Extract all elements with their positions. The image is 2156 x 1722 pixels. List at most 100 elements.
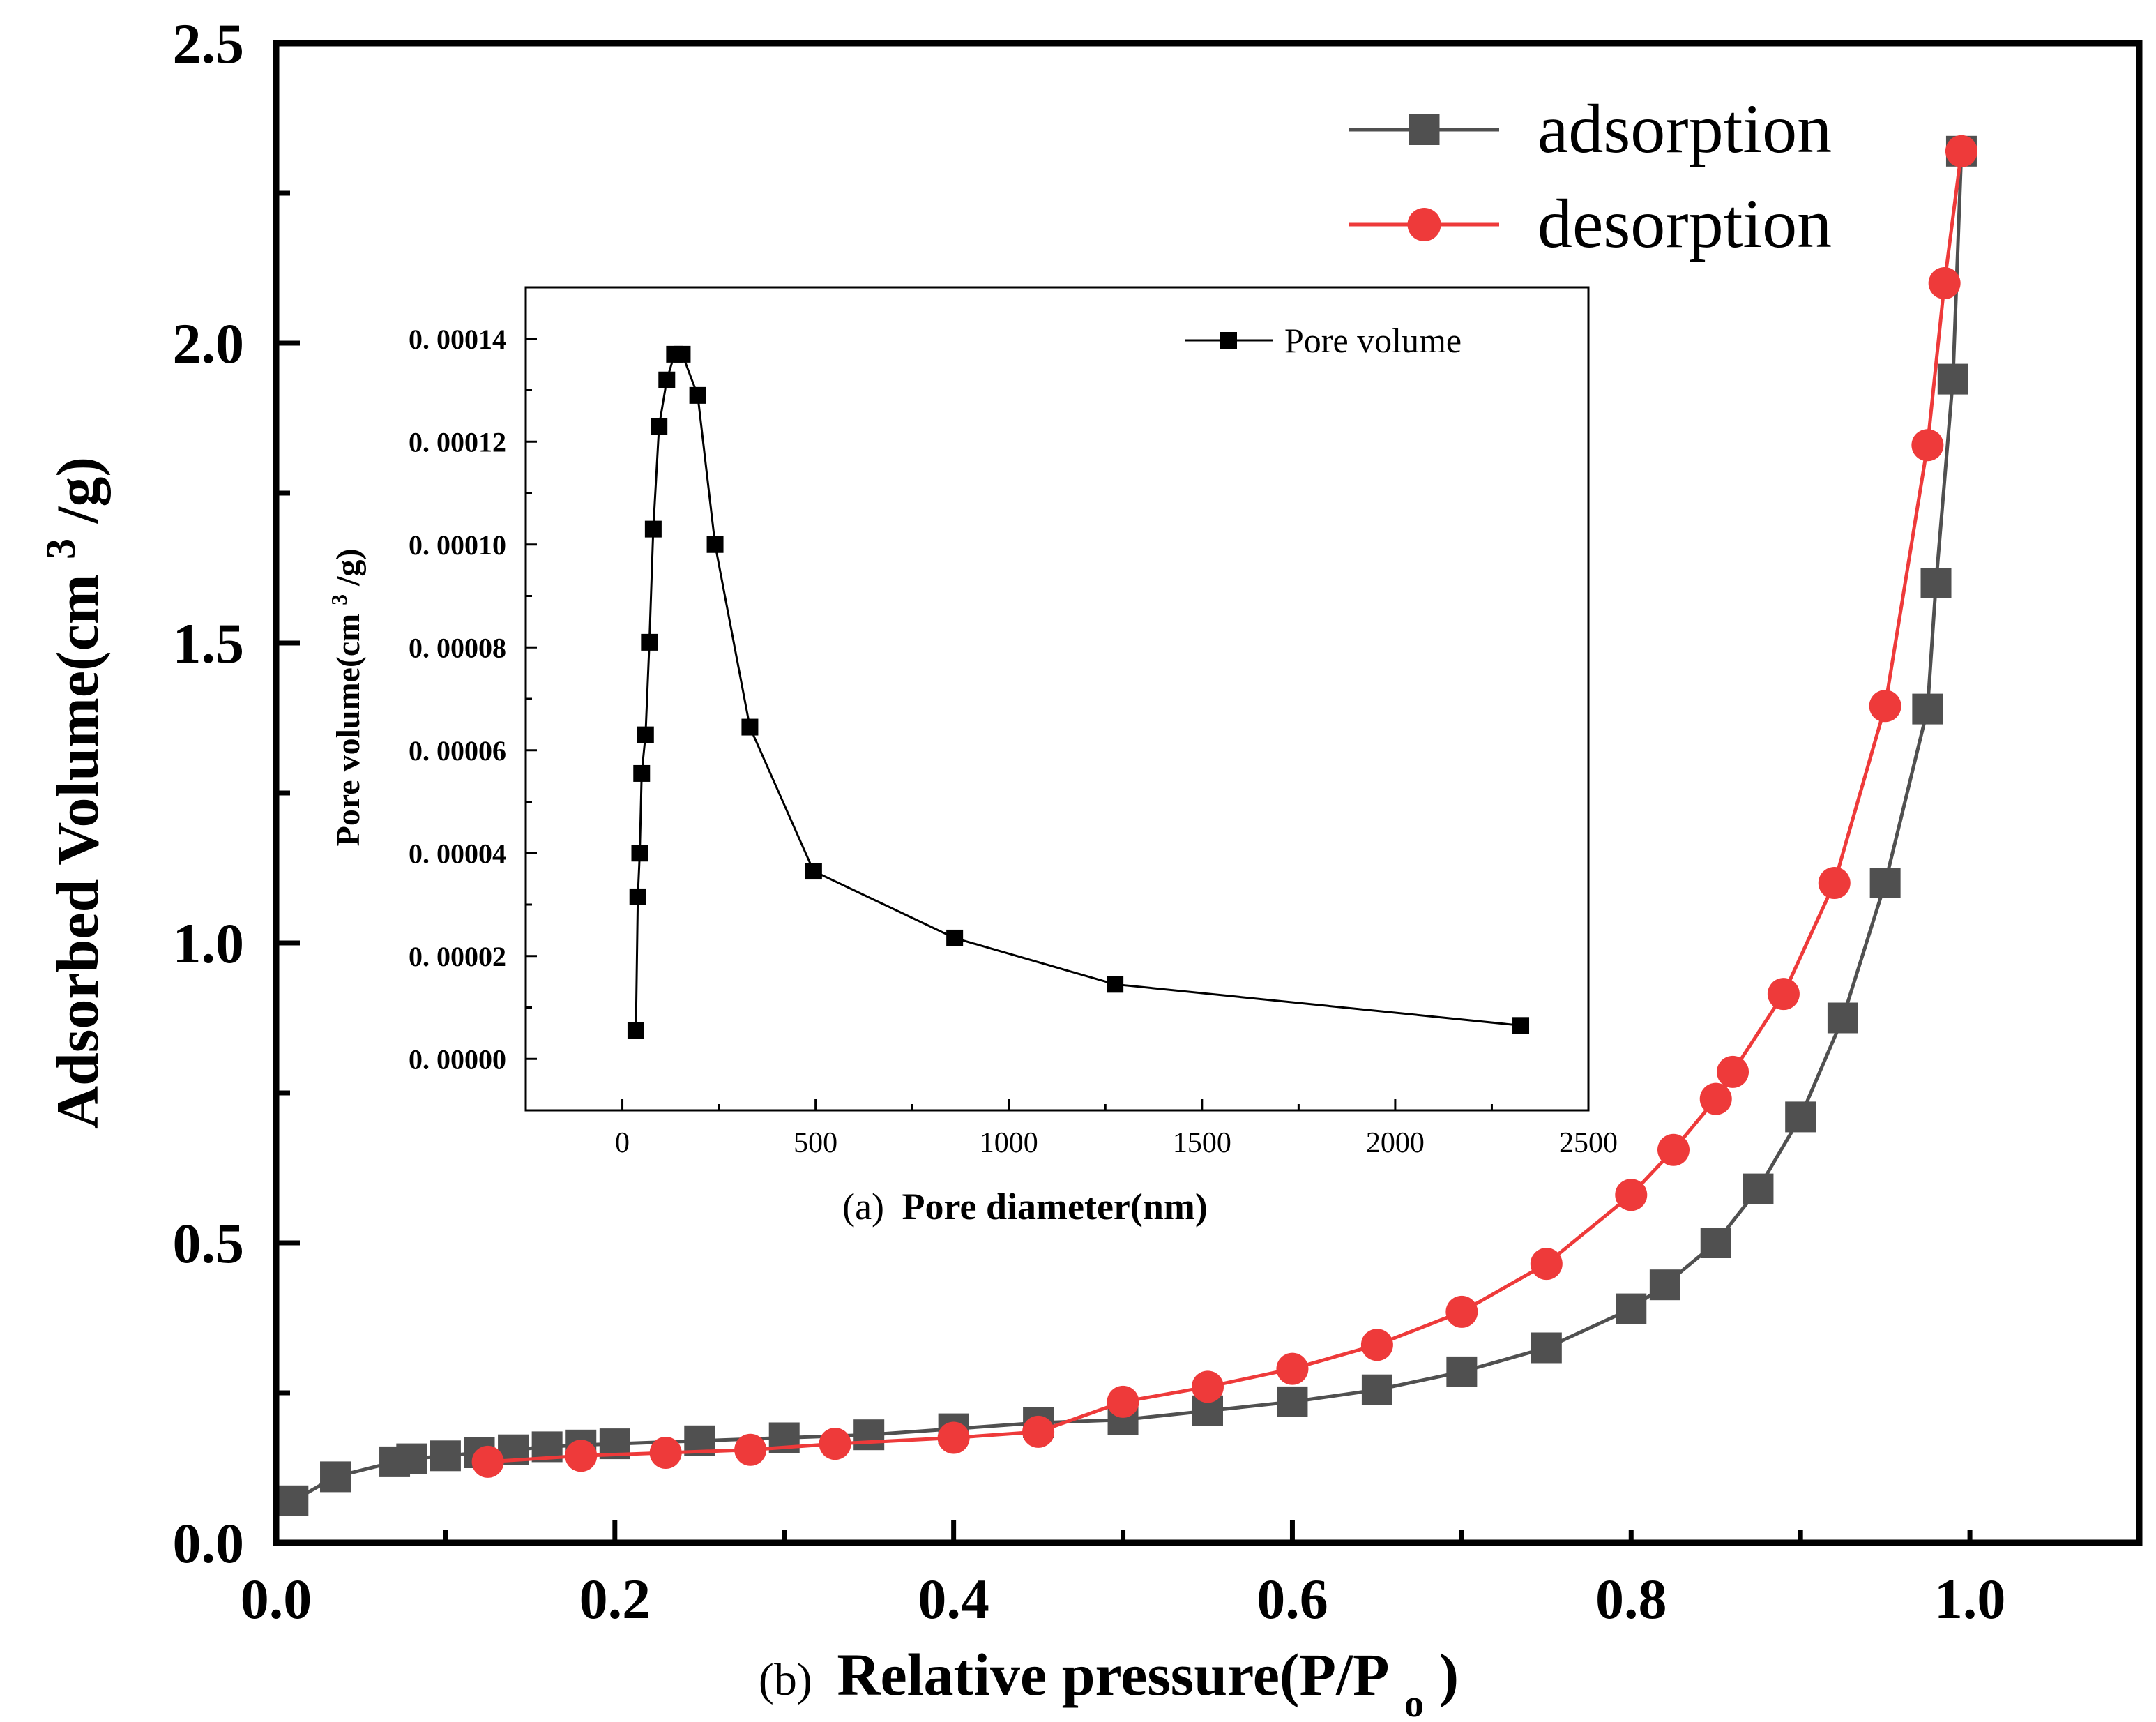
desorption-point [1107, 1385, 1139, 1418]
main-legend: adsorption desorption [1349, 90, 1832, 262]
inset-x-label-prefix: (a) [842, 1186, 884, 1228]
adsorption-point [1277, 1386, 1308, 1417]
inset-y-tick-label: 0. 00000 [409, 1043, 506, 1075]
main-x-axis-label: (b) Relative pressure(P/P o ) [759, 1641, 1459, 1719]
pore-volume-point [805, 863, 822, 880]
pore-volume-line [635, 353, 1521, 1031]
inset-x-tick-label: 2500 [1559, 1127, 1618, 1159]
inset-y-tick-label: 0. 00010 [409, 529, 506, 561]
inset-x-tick-label: 0 [615, 1127, 630, 1159]
desorption-point [1928, 267, 1961, 299]
adsorption-point [1446, 1356, 1478, 1387]
pore-volume-point [658, 371, 676, 388]
pore-volume-point [631, 845, 648, 862]
desorption-point [1445, 1295, 1478, 1328]
pore-volume-point [674, 345, 691, 363]
desorption-point [1022, 1415, 1055, 1448]
main-x-tick-label: 0.0 [241, 1567, 312, 1631]
pore-volume-point [651, 418, 668, 435]
adsorption-point [1937, 363, 1968, 395]
inset-legend: Pore volume [1185, 321, 1462, 360]
inset-y-tick-label: 0. 00002 [409, 941, 506, 972]
main-x-label-text: Relative pressure(P/P [837, 1641, 1389, 1708]
main-y-tick-label: 2.5 [173, 12, 245, 75]
desorption-point [1657, 1133, 1690, 1166]
inset-y-tick-label: 0. 00008 [409, 632, 506, 663]
inset-x-tick-label: 1500 [1173, 1127, 1231, 1159]
main-x-tick-label: 0.8 [1595, 1567, 1667, 1631]
inset-y-label-suffix: /g) [330, 549, 367, 587]
main-x-tick-label: 1.0 [1934, 1567, 2006, 1631]
main-x-label-suffix: ) [1438, 1641, 1459, 1708]
desorption-point [1767, 978, 1800, 1011]
desorption-point [1818, 867, 1851, 899]
inset-x-tick-label: 1000 [980, 1127, 1038, 1159]
main-y-label-text: Adsorbed Volume(cm [44, 575, 111, 1130]
desorption-point [1945, 135, 1977, 167]
main-x-tick-label: 0.4 [918, 1567, 989, 1631]
main-y-tick-label: 0.5 [173, 1211, 245, 1275]
main-y-label-suffix: /g) [44, 457, 111, 524]
desorption-point [819, 1428, 851, 1460]
desorption-point [1360, 1329, 1393, 1361]
desorption-point [649, 1437, 682, 1469]
desorption-point [471, 1445, 504, 1478]
adsorption-point [1361, 1374, 1392, 1405]
main-x-tick-label: 0.2 [579, 1567, 651, 1631]
adsorption-point [1743, 1173, 1774, 1204]
adsorption-point [1700, 1228, 1731, 1258]
legend-adsorption-marker [1409, 114, 1440, 145]
inset-x-tick-label: 500 [794, 1127, 837, 1159]
adsorption-point [396, 1443, 427, 1474]
adsorption-point [1827, 1002, 1858, 1034]
desorption-point [1615, 1179, 1648, 1211]
adsorption-point [320, 1461, 351, 1493]
legend-desorption-marker [1407, 208, 1441, 241]
adsorption-point [853, 1419, 885, 1451]
inset-x-axis-label: (a) Pore diameter(nm) [842, 1186, 1208, 1228]
desorption-point [1530, 1248, 1563, 1281]
inset-frame [524, 286, 1590, 1112]
inset-tick-labels: 0 500 1000 1500 2000 2500 0. 00000 0. 00002 0. 0… [409, 324, 1618, 1159]
inset-y-axis-label: Pore volume(cm 3 /g) [326, 549, 367, 847]
adsorption-point [1920, 568, 1952, 598]
desorption-point [734, 1433, 767, 1466]
adsorption-point [1785, 1101, 1816, 1133]
inset-background [526, 287, 1588, 1110]
adsorption-point [1616, 1293, 1647, 1324]
inset-plot: 0 500 1000 1500 2000 2500 0. 00000 0. 00002 0. 0… [326, 286, 1618, 1228]
main-x-label-prefix: (b) [759, 1654, 812, 1705]
inset-y-tick-label: 0. 00014 [409, 324, 506, 355]
main-y-tick-label: 1.0 [173, 912, 245, 975]
pore-volume-point [1107, 976, 1124, 993]
inset-y-tick-label: 0. 00004 [409, 838, 506, 869]
adsorption-point [1531, 1332, 1562, 1364]
desorption-point [565, 1440, 598, 1472]
desorption-point [1911, 429, 1944, 462]
desorption-point [1276, 1352, 1309, 1385]
adsorption-point [1649, 1269, 1680, 1301]
main-series [278, 135, 1977, 1516]
legend-desorption-label: desorption [1538, 185, 1832, 262]
desorption-point [1717, 1055, 1749, 1088]
main-x-tick-label: 0.6 [1257, 1567, 1328, 1631]
pore-volume-point [633, 764, 651, 782]
inset-legend-label: Pore volume [1284, 321, 1462, 360]
main-plot-frame [273, 40, 2143, 1546]
pore-volume-point [706, 536, 724, 553]
desorption-point [1869, 690, 1901, 723]
inset-y-tick-label: 0. 00006 [409, 735, 506, 766]
pore-volume-point [641, 633, 658, 651]
main-y-label-sup: 3 [38, 538, 84, 559]
desorption-point [1192, 1370, 1224, 1403]
adsorption-point [430, 1440, 461, 1472]
pore-volume-point [627, 1022, 644, 1039]
inset-x-tick-label: 2000 [1366, 1127, 1425, 1159]
main-x-label-sub: o [1404, 1682, 1424, 1719]
main-y-axis-label: Adsorbed Volume(cm 3 /g) [38, 457, 111, 1129]
adsorption-point [1869, 868, 1901, 898]
inset-series [627, 345, 1530, 1039]
pore-volume-point [689, 386, 706, 404]
pore-volume-point [637, 726, 654, 743]
